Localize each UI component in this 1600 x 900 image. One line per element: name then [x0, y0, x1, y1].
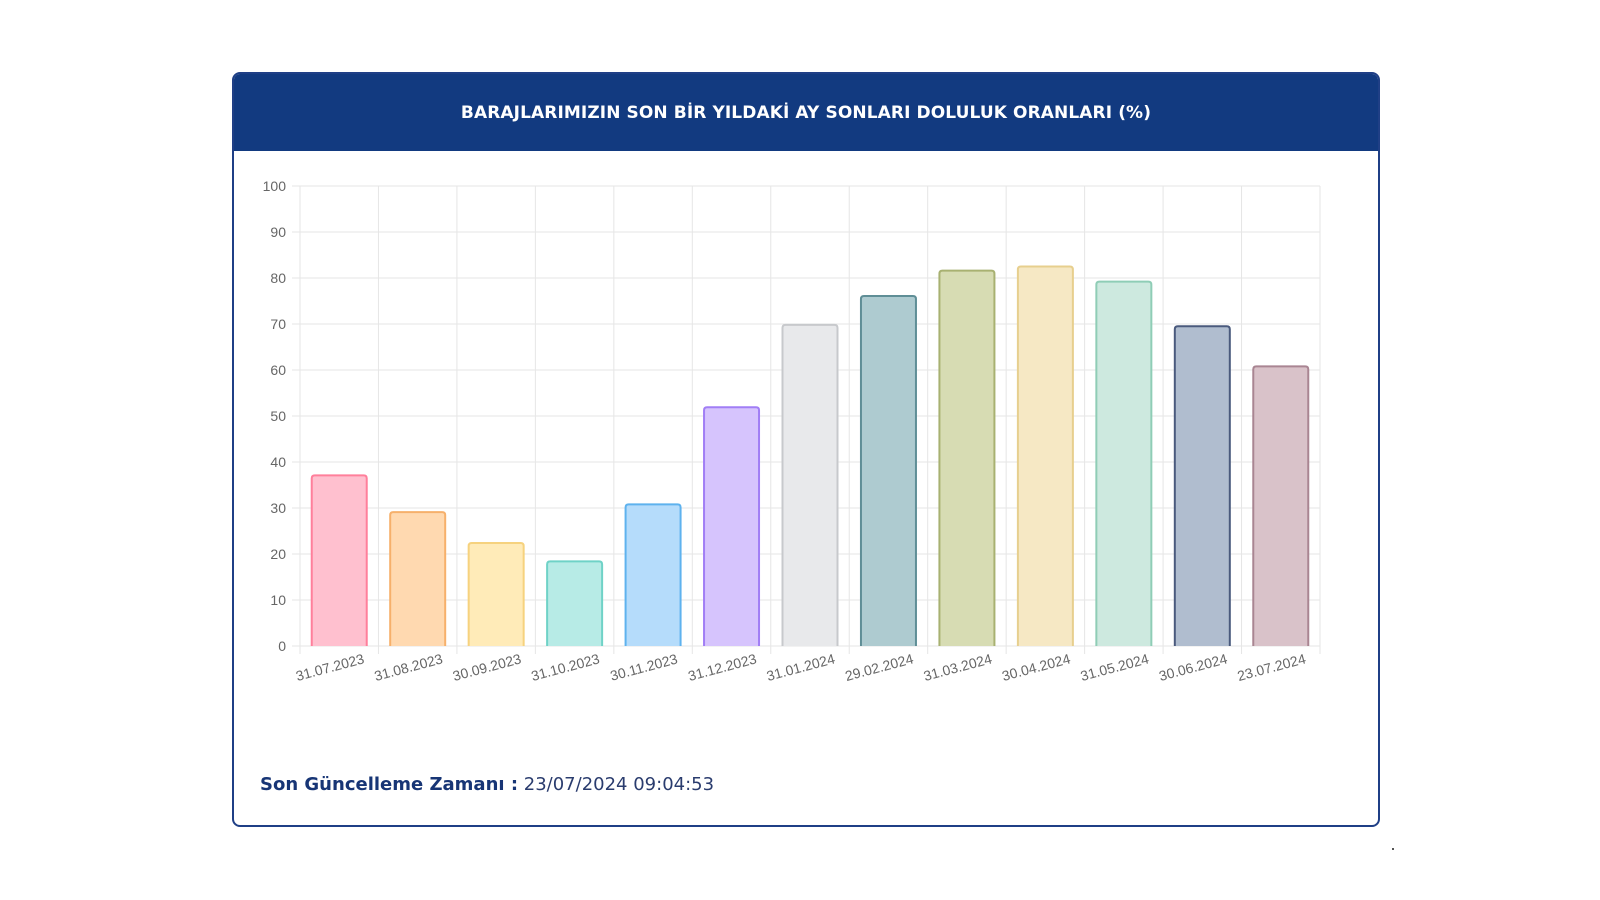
bar[interactable] — [1016, 265, 1074, 647]
bars — [310, 265, 1310, 647]
y-tick-label: 50 — [270, 408, 286, 424]
bar[interactable] — [1252, 365, 1310, 646]
bar[interactable] — [310, 474, 368, 646]
x-tick-label: 29.02.2024 — [843, 650, 915, 684]
bar-chart: 0 10 20 30 40 50 60 70 80 90 100 31.07.2023 31.08.2… — [263, 178, 1321, 684]
x-tick-label: 30.11.2023 — [608, 650, 679, 683]
bar[interactable] — [1095, 280, 1153, 646]
x-tick-label: 30.06.2024 — [1157, 650, 1229, 684]
last-update-label: Son Güncelleme Zamanı : — [260, 774, 519, 795]
y-tick-label: 0 — [278, 638, 286, 654]
x-tick-label: 23.07.2024 — [1236, 650, 1308, 684]
x-tick-label: 31.08.2023 — [372, 650, 444, 684]
bar[interactable] — [467, 541, 525, 646]
bar[interactable] — [938, 269, 996, 646]
y-tick-label: 20 — [270, 546, 286, 562]
bar[interactable] — [1173, 325, 1231, 646]
chart-header: BARAJLARIMIZIN SON BİR YILDAKİ AY SONLAR… — [234, 74, 1378, 151]
last-update: Son Güncelleme Zamanı : 23/07/2024 09:04… — [260, 774, 714, 795]
y-tick-label: 60 — [270, 362, 286, 378]
last-update-value: 23/07/2024 09:04:53 — [523, 774, 715, 795]
y-tick-label: 100 — [263, 178, 287, 194]
x-tick-label: 31.01.2024 — [765, 650, 837, 684]
bar[interactable] — [859, 294, 917, 646]
y-tick-label: 80 — [270, 270, 286, 286]
grid-lines — [292, 185, 1321, 654]
chart-card: BARAJLARIMIZIN SON BİR YILDAKİ AY SONLAR… — [232, 72, 1380, 827]
x-tick-label: 31.10.2023 — [529, 650, 601, 684]
bar[interactable] — [546, 560, 604, 646]
x-tick-label: 31.07.2023 — [294, 650, 366, 684]
y-tick-label: 90 — [270, 224, 286, 240]
bar[interactable] — [781, 323, 839, 646]
y-tick-label: 70 — [270, 316, 286, 332]
chart-title: BARAJLARIMIZIN SON BİR YILDAKİ AY SONLAR… — [460, 102, 1152, 123]
y-tick-label: 10 — [270, 592, 286, 608]
x-tick-label: 30.09.2023 — [451, 650, 523, 684]
x-tick-label: 31.05.2024 — [1079, 650, 1151, 684]
x-tick-label: 30.04.2024 — [1000, 650, 1072, 684]
bar[interactable] — [389, 511, 447, 646]
bar[interactable] — [624, 503, 682, 646]
decorative-dot — [1392, 848, 1394, 850]
y-tick-label: 30 — [270, 500, 286, 516]
x-tick-label: 31.12.2023 — [686, 650, 758, 684]
y-axis-labels: 0 10 20 30 40 50 60 70 80 90 100 — [263, 178, 287, 654]
bar[interactable] — [703, 406, 761, 646]
x-tick-label: 31.03.2024 — [922, 650, 994, 684]
x-axis-labels: 31.07.2023 31.08.2023 30.09.2023 31.10.2023… — [294, 650, 1308, 684]
y-tick-label: 40 — [270, 454, 286, 470]
